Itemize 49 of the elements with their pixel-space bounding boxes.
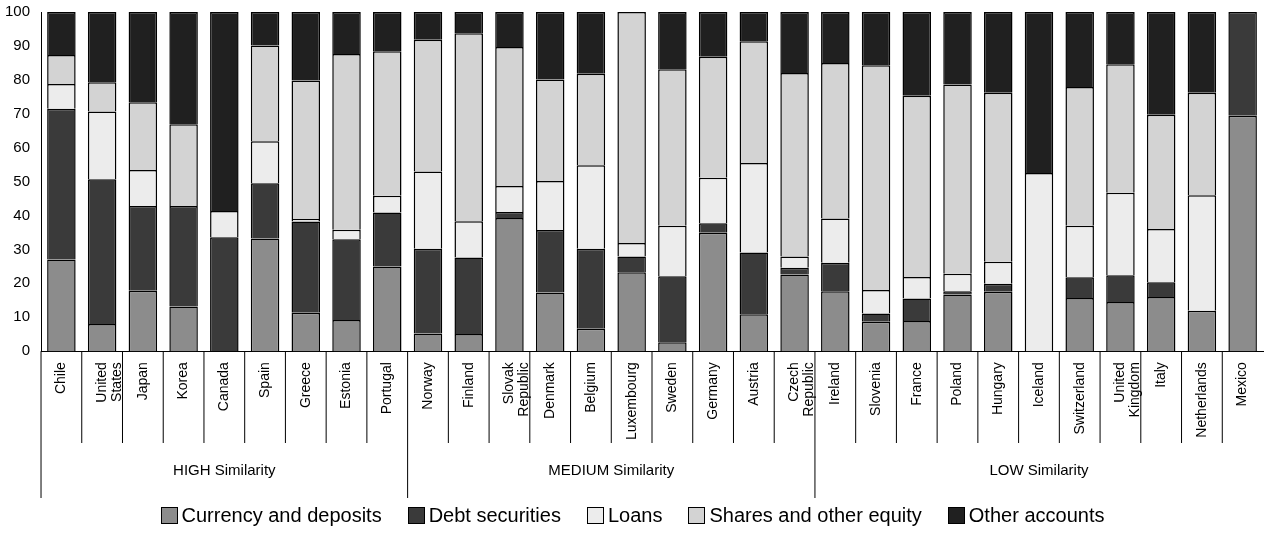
x-tick-label: Austria	[744, 361, 761, 406]
legend-label: Currency and deposits	[181, 504, 382, 527]
x-tick-label: Korea	[174, 361, 191, 400]
y-tick-label: 0	[21, 341, 31, 359]
x-tick-label: Czech Republic	[785, 362, 817, 417]
y-tick-label: 50	[13, 171, 31, 189]
x-tick-label: Estonia	[337, 361, 354, 409]
x-tick-label: Japan	[133, 362, 150, 401]
x-tick-label: Belgium	[581, 362, 598, 413]
y-tick-label: 20	[13, 273, 31, 291]
x-tick-label: Ireland	[826, 362, 843, 405]
x-tick-label: Luxembourg	[622, 362, 639, 440]
y-tick-label: 60	[13, 137, 31, 155]
x-tick-label: Mexico	[1233, 361, 1250, 407]
x-tick-label: Germany	[703, 362, 720, 420]
y-tick-label: 90	[13, 36, 31, 54]
legend-label: Other accounts	[968, 504, 1105, 527]
legend-label: Loans	[607, 504, 663, 527]
x-tick-label: Netherlands	[1192, 362, 1209, 438]
x-tick-label: Norway	[418, 362, 435, 410]
legend-label: Debt securities	[428, 504, 561, 527]
x-tick-label: Spain	[255, 362, 272, 398]
x-tick-label: Canada	[215, 361, 232, 412]
x-tick-label: Switzerland	[1070, 362, 1087, 435]
text: HIGH Similarity	[173, 460, 277, 478]
text: LOW Similarity	[989, 460, 1090, 478]
legend-label: Shares and other equity	[709, 504, 922, 527]
y-tick-label: 40	[13, 205, 31, 223]
text: MEDIUM Similarity	[548, 460, 675, 478]
x-tick-label: Hungary	[989, 362, 1006, 416]
y-tick-label: 10	[13, 307, 31, 325]
x-tick-label: Poland	[948, 362, 965, 406]
x-tick-label: Denmark	[541, 361, 558, 419]
x-tick-label: Iceland	[1029, 362, 1046, 408]
x-tick-label: Slovenia	[866, 361, 883, 416]
x-tick-label: United Kingdom	[1111, 362, 1142, 418]
x-tick-label: United States	[92, 362, 124, 403]
x-tick-label: Chile	[52, 361, 69, 395]
x-tick-label: France	[907, 361, 924, 406]
x-tick-label: Slovak Republic	[500, 361, 532, 417]
x-tick-label: Portugal	[378, 362, 395, 415]
y-tick-label: 70	[13, 103, 31, 121]
y-tick-label: 100	[5, 2, 31, 20]
x-tick-label: Greece	[296, 361, 313, 409]
x-tick-label: Finland	[459, 362, 476, 409]
y-tick-label: 80	[13, 69, 31, 87]
x-tick-label: Italy	[1152, 362, 1169, 388]
y-tick-label: 30	[13, 239, 31, 257]
x-tick-label: Sweden	[663, 362, 680, 413]
